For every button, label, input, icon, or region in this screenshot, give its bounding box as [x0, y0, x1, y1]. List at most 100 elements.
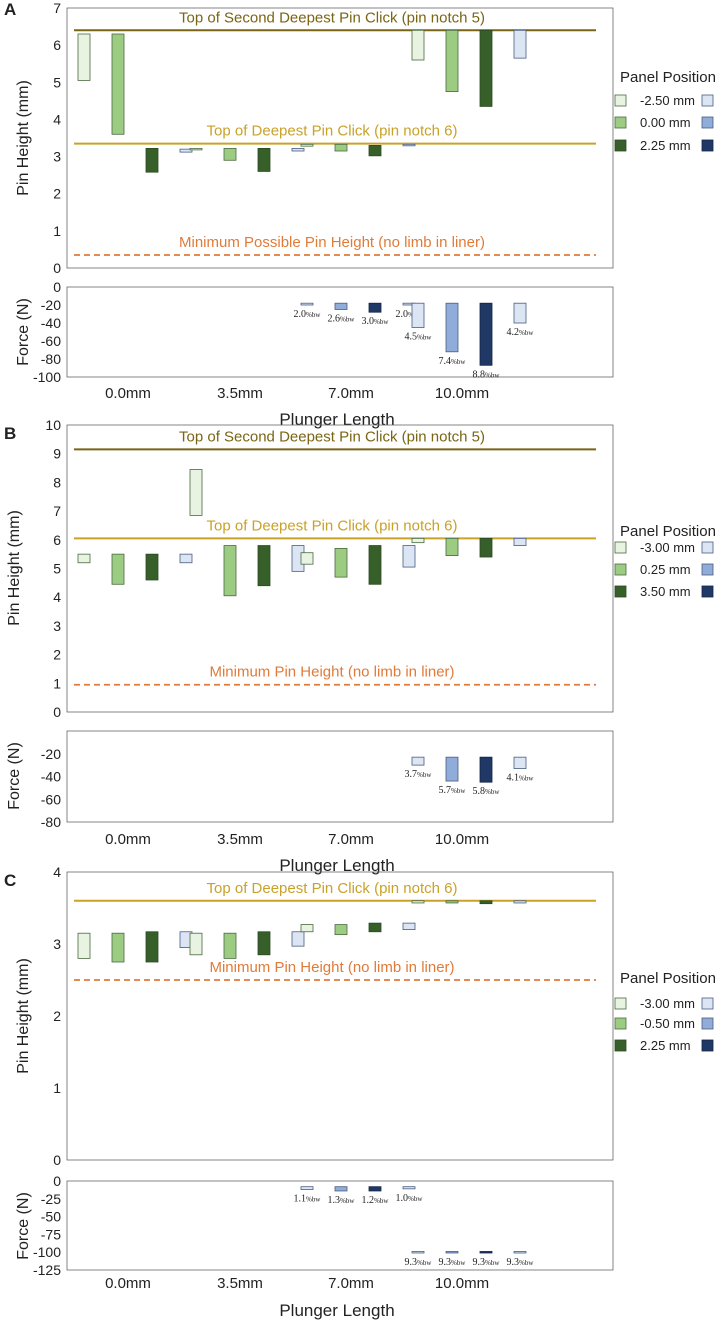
- legend-title: Panel Position: [620, 69, 716, 86]
- force-tick-label: -125: [33, 1262, 61, 1278]
- pin-height-bar: [291, 147, 305, 152]
- force-bw-unit: %bw: [374, 318, 389, 326]
- legend-swatch-blue: [701, 585, 714, 598]
- force-bw-value: 9.3: [473, 1257, 486, 1268]
- pin-height-plot-frame: [66, 7, 614, 269]
- x-tick-label: 10.0mm: [435, 385, 489, 402]
- legend-entry-label: -0.50 mm: [640, 1016, 695, 1031]
- legend-title: Panel Position: [620, 970, 716, 987]
- force-bw-label: 1.2%bw: [362, 1195, 390, 1206]
- pin-height-bar: [411, 900, 425, 904]
- force-tick-label: -20: [41, 746, 61, 762]
- force-bw-unit: %bw: [485, 371, 500, 379]
- panel-b: B 0 1 2 3 4 5 6 7 8 9 10 Pin Height (mm) Top of Secon…: [4, 417, 716, 875]
- force-bw-label: 5.7%bw: [439, 785, 467, 796]
- force-tick-label: -100: [33, 1244, 61, 1260]
- force-bw-unit: %bw: [417, 334, 432, 342]
- y-tick-label: 6: [53, 532, 61, 548]
- force-bw-label: 7.4%bw: [439, 356, 467, 367]
- force-bw-label: 9.3%bw: [473, 1257, 501, 1268]
- force-bw-label: 1.1%bw: [294, 1194, 322, 1205]
- y-tick-label: 2: [53, 647, 61, 663]
- pin-height-bar: [300, 552, 314, 565]
- force-bw-value: 1.2: [362, 1195, 375, 1206]
- force-bw-label: 4.2%bw: [507, 327, 535, 338]
- force-tick-label: -60: [41, 791, 61, 807]
- x-tick-label: 3.5mm: [217, 385, 263, 402]
- legend-swatch-green: [614, 139, 627, 152]
- force-bar: [368, 302, 382, 313]
- force-tick-label: -50: [41, 1209, 61, 1225]
- force-bw-unit: %bw: [451, 787, 466, 795]
- force-bar: [513, 1251, 527, 1254]
- force-bw-value: 7.4: [439, 356, 452, 367]
- force-bw-unit: %bw: [408, 1195, 423, 1203]
- pin-height-bar: [223, 932, 237, 959]
- pin-height-bar: [145, 553, 159, 581]
- x-tick-label: 7.0mm: [328, 831, 374, 848]
- pin-height-bar: [368, 145, 382, 157]
- force-bar: [368, 1186, 382, 1192]
- legend-swatch-blue: [701, 1039, 714, 1052]
- x-tick-label: 10.0mm: [435, 1275, 489, 1292]
- force-bw-value: 5.8: [473, 786, 486, 797]
- y-tick-label: 3: [53, 936, 61, 952]
- y-tick-label: 1: [53, 1080, 61, 1096]
- legend-swatch-green: [614, 585, 627, 598]
- legend-entry-label: 0.25 mm: [640, 562, 691, 577]
- x-tick-label: 7.0mm: [328, 1275, 374, 1292]
- force-axis-label: Force (N): [6, 742, 23, 810]
- panel-letter: C: [4, 871, 16, 890]
- force-bw-value: 8.8: [473, 369, 486, 380]
- force-bar: [402, 1186, 416, 1190]
- force-bw-label: 4.5%bw: [405, 332, 433, 343]
- legend-swatch-blue: [701, 116, 714, 129]
- y-tick-label: 4: [53, 589, 61, 605]
- force-bar: [300, 302, 314, 306]
- force-bw-value: 9.3: [439, 1257, 452, 1268]
- legend-swatch-green: [614, 563, 627, 576]
- pin-height-bar: [179, 148, 193, 153]
- force-bw-label: 1.3%bw: [328, 1195, 356, 1206]
- force-bw-value: 1.3: [328, 1195, 341, 1206]
- pin-height-bar: [402, 922, 416, 930]
- pin-height-bar: [145, 931, 159, 963]
- force-tick-label: -40: [41, 769, 61, 785]
- y-tick-label: 5: [53, 74, 61, 90]
- reference-line-label: Minimum Possible Pin Height (no limb in …: [179, 234, 485, 251]
- pin-height-bar: [111, 33, 125, 135]
- pin-height-bar: [111, 932, 125, 963]
- pin-height-bar: [368, 545, 382, 585]
- x-tick-label: 0.0mm: [105, 831, 151, 848]
- y-tick-label: 1: [53, 675, 61, 691]
- panel-a: A 0 1 2 3 4 5 6 7 Pin Height (mm) Top of Second De…: [4, 0, 716, 429]
- force-bw-label: 8.8%bw: [473, 369, 501, 380]
- x-axis-label: Plunger Length: [279, 1301, 394, 1320]
- force-bw-value: 9.3: [507, 1257, 520, 1268]
- pin-height-bar: [189, 469, 203, 516]
- force-bw-label: 1.0%bw: [396, 1193, 424, 1204]
- force-bw-label: 3.0%bw: [362, 316, 390, 327]
- legend-swatch-green: [614, 997, 627, 1010]
- pin-height-bar: [145, 147, 159, 173]
- pin-height-bar: [291, 931, 305, 947]
- pin-height-bar: [479, 29, 493, 107]
- pin-height-bar: [513, 537, 527, 546]
- force-plot-frame: [66, 286, 614, 378]
- force-bar: [445, 1251, 459, 1254]
- pin-height-bar: [445, 29, 459, 92]
- force-bar: [334, 1186, 348, 1192]
- force-tick-label: 0: [53, 1173, 61, 1189]
- force-bw-value: 5.7: [439, 785, 452, 796]
- pin-height-bar: [402, 545, 416, 568]
- force-tick-label: -60: [41, 333, 61, 349]
- force-tick-label: -75: [41, 1226, 61, 1242]
- legend-swatch-green: [614, 94, 627, 107]
- legend-entry-label: -2.50 mm: [640, 93, 695, 108]
- pin-height-bar: [179, 553, 193, 564]
- force-axis-label: Force (N): [15, 298, 32, 366]
- y-tick-label: 3: [53, 618, 61, 634]
- pin-height-bar: [479, 537, 493, 558]
- pin-height-bar: [445, 537, 459, 556]
